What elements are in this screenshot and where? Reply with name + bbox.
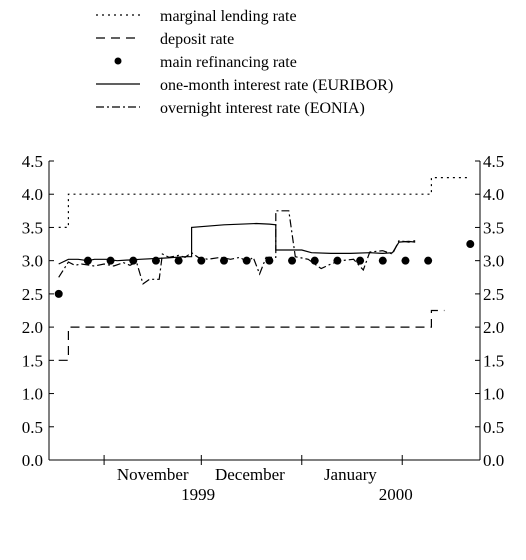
y-tick-label-right: 3.0: [483, 252, 504, 271]
y-tick-label-left: 3.0: [22, 252, 43, 271]
y-tick-label-right: 0.0: [483, 451, 504, 470]
data-point-mro: [466, 240, 475, 249]
y-tick-label-right: 2.0: [483, 318, 504, 337]
y-tick-label-left: 0.0: [22, 451, 43, 470]
data-point-mro: [83, 256, 92, 265]
data-point-mro: [356, 256, 365, 265]
x-year-label: 1999: [181, 485, 215, 504]
data-point-mro: [401, 256, 410, 265]
legend: marginal lending rate deposit rate main re…: [96, 8, 393, 117]
y-tick-label-left: 1.5: [22, 351, 43, 370]
data-point-mro: [242, 256, 251, 265]
data-point-mro: [129, 256, 138, 265]
x-tick-label-month: November: [117, 465, 189, 484]
y-tick-label-left: 4.0: [22, 185, 43, 204]
y-tick-label-right: 0.5: [483, 418, 504, 437]
x-year-label: 2000: [379, 485, 413, 504]
series-line-eonia: [58, 210, 416, 285]
x-tick-label-month: January: [324, 465, 377, 484]
y-tick-label-left: 2.5: [22, 285, 43, 304]
data-point-mro: [378, 256, 387, 265]
data-point-mro: [197, 256, 206, 265]
y-tick-label-left: 1.0: [22, 385, 43, 404]
series-line-deposit: [58, 309, 445, 361]
data-point-mro: [424, 256, 433, 265]
axes: 0.0 0.0 0.5 0.5 1.0 1.0 1.5 1.5 2.0 2.0 2.5 2.5 3.0 3…: [22, 152, 505, 504]
legend-label-deposit: deposit rate: [160, 31, 234, 48]
series-line-euribor: [58, 222, 416, 265]
y-tick-label-right: 1.5: [483, 351, 504, 370]
y-tick-label-left: 2.0: [22, 318, 43, 337]
data-point-mro: [219, 256, 228, 265]
legend-label-mro: main refinancing rate: [160, 54, 297, 71]
y-tick-label-right: 1.0: [483, 385, 504, 404]
legend-label-eonia: overnight interest rate (EONIA): [160, 100, 365, 117]
legend-label-marginal: marginal lending rate: [160, 8, 297, 25]
series-line-marginal: [58, 177, 467, 228]
legend-label-euribor: one-month interest rate (EURIBOR): [160, 77, 393, 94]
data-point-mro: [333, 256, 342, 265]
data-point-mro: [106, 256, 115, 265]
legend-marker-mro: [114, 57, 122, 65]
y-tick-label-left: 4.5: [22, 152, 43, 171]
series-mro: [54, 240, 475, 298]
y-tick-label-right: 4.0: [483, 185, 504, 204]
y-tick-label-right: 4.5: [483, 152, 504, 171]
series-layer: [54, 177, 475, 361]
y-tick-label-left: 0.5: [22, 418, 43, 437]
y-tick-label-right: 3.5: [483, 218, 504, 237]
data-point-mro: [288, 256, 297, 265]
data-point-mro: [151, 256, 160, 265]
data-point-mro: [310, 256, 319, 265]
data-point-mro: [54, 289, 63, 298]
y-tick-label-right: 2.5: [483, 285, 504, 304]
x-tick-label-month: December: [215, 465, 285, 484]
data-point-mro: [265, 256, 274, 265]
data-point-mro: [174, 256, 183, 265]
y-tick-label-left: 3.5: [22, 218, 43, 237]
